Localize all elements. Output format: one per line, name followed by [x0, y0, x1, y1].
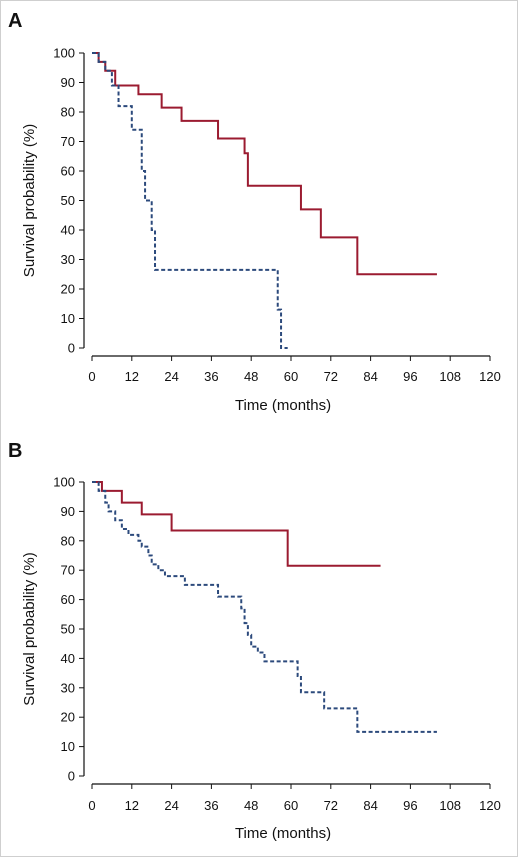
survival-curve-series-1	[92, 481, 381, 567]
survival-curve-series-2	[92, 481, 437, 733]
survival-chart-a: 0 10 20 30 40 50 60 70 80 90 100 0 12 24 36 48 60 72 84 96 1…	[21, 46, 501, 415]
y-tick-label: 10	[61, 739, 75, 754]
x-tick-label: 12	[125, 369, 139, 384]
y-tick-label: 30	[61, 680, 75, 695]
y-tick-label: 90	[61, 504, 75, 519]
x-tick-label: 84	[363, 798, 377, 813]
y-axis-title: Survival probability (%)	[21, 552, 38, 705]
x-tick-label: 12	[125, 798, 139, 813]
y-tick-label: 60	[61, 164, 75, 179]
y-tick-label: 50	[61, 193, 75, 208]
x-axis-title: Time (months)	[235, 397, 331, 414]
x-tick-label: 60	[284, 798, 298, 813]
y-tick-label: 30	[61, 252, 75, 267]
x-tick-label: 96	[403, 369, 417, 384]
survival-curve-series-1	[92, 52, 437, 276]
y-tick-label: 20	[61, 282, 75, 297]
y-tick-label: 0	[68, 769, 75, 784]
x-tick-label: 120	[479, 798, 501, 813]
x-tick-label: 72	[324, 798, 338, 813]
y-axis-title: Survival probability (%)	[21, 124, 38, 277]
panel-a-label: A	[8, 10, 23, 32]
x-tick-label: 84	[363, 369, 377, 384]
x-tick-label: 48	[244, 369, 258, 384]
x-tick-label: 120	[479, 369, 501, 384]
y-tick-label: 80	[61, 533, 75, 548]
y-tick-label: 90	[61, 75, 75, 90]
x-tick-label: 48	[244, 798, 258, 813]
x-tick-label: 24	[164, 798, 178, 813]
y-tick-label: 40	[61, 223, 75, 238]
y-tick-label: 50	[61, 622, 75, 637]
x-tick-label: 60	[284, 369, 298, 384]
y-tick-label: 100	[53, 475, 75, 490]
y-tick-label: 80	[61, 105, 75, 120]
x-tick-label: 24	[164, 369, 178, 384]
panel-b: B 0 10 20 30 40 50 60 70 80 90 100 0 12 24 36 48 60 72 84 9…	[0, 430, 520, 859]
x-tick-label: 108	[439, 369, 461, 384]
y-tick-label: 40	[61, 651, 75, 666]
y-tick-label: 100	[53, 46, 75, 61]
y-tick-label: 60	[61, 592, 75, 607]
y-tick-label: 10	[61, 311, 75, 326]
y-tick-label: 20	[61, 710, 75, 725]
x-tick-label: 0	[88, 369, 95, 384]
x-tick-label: 108	[439, 798, 461, 813]
panel-b-label: B	[8, 440, 23, 462]
survival-curve-series-2	[92, 52, 288, 349]
x-tick-label: 36	[204, 798, 218, 813]
x-axis-title: Time (months)	[235, 825, 331, 842]
x-tick-label: 0	[88, 798, 95, 813]
survival-chart-b: 0 10 20 30 40 50 60 70 80 90 100 0 12 24 36 48 60 72 84 96 1…	[21, 475, 501, 843]
y-tick-label: 70	[61, 134, 75, 149]
panel-a: A 0 10 20 30 40 50 60 70 80 90 100 0 12 24 36 48 60 72 84 9…	[8, 10, 501, 415]
y-tick-label: 70	[61, 563, 75, 578]
x-tick-label: 36	[204, 369, 218, 384]
y-tick-label: 0	[68, 341, 75, 356]
x-tick-label: 72	[324, 369, 338, 384]
x-tick-label: 96	[403, 798, 417, 813]
